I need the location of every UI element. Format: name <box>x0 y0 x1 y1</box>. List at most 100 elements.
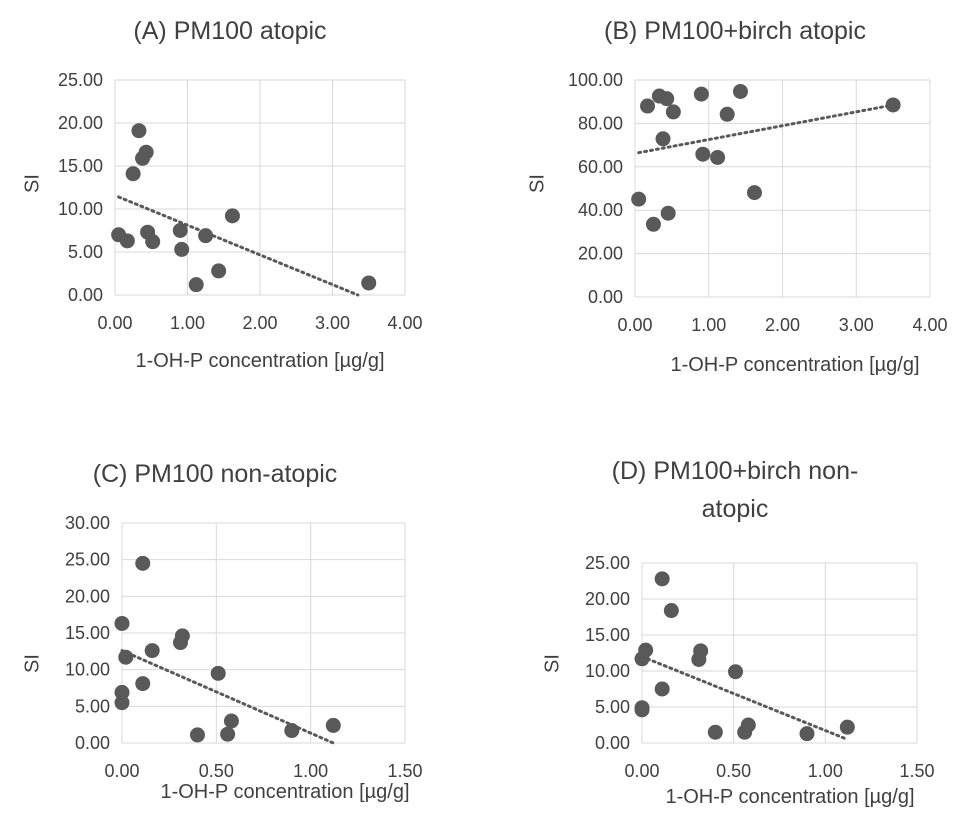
data-point <box>710 149 726 165</box>
y-tick-label: 30.00 <box>65 513 110 533</box>
y-tick-label: 15.00 <box>58 156 103 176</box>
chart-panel-b: (B) PM100+birch atopic SI 1-OH-P concent… <box>485 0 965 400</box>
data-point <box>211 263 227 279</box>
x-tick-label: 4.00 <box>912 315 947 335</box>
data-point <box>654 681 670 697</box>
data-point <box>284 723 300 739</box>
y-tick-label: 0.00 <box>68 285 103 305</box>
data-point <box>693 86 709 102</box>
data-point <box>631 191 647 207</box>
x-tick-label: 1.50 <box>899 761 934 781</box>
data-point <box>655 131 671 147</box>
x-tick-label: 2.00 <box>242 313 277 333</box>
y-tick-label: 100.00 <box>568 70 623 90</box>
x-tick-label: 1.50 <box>387 761 422 781</box>
data-point <box>118 649 134 665</box>
x-tick-label: 1.00 <box>808 761 843 781</box>
data-point <box>638 642 654 658</box>
y-tick-label: 20.00 <box>585 589 630 609</box>
x-tick-label: 2.00 <box>765 315 800 335</box>
data-point <box>135 555 151 571</box>
x-tick-label: 0.00 <box>97 313 132 333</box>
chart-title: (A) PM100 atopic <box>133 17 327 45</box>
data-point <box>174 628 190 644</box>
x-tick-label: 4.00 <box>387 313 422 333</box>
y-tick-label: 5.00 <box>595 697 630 717</box>
scatter-plot: 0.00 5.00 10.00 15.00 20.00 25.00 0.00 0.50 1.00… <box>585 553 935 781</box>
data-point <box>325 717 341 733</box>
y-tick-label: 20.00 <box>58 113 103 133</box>
data-point <box>885 97 901 113</box>
chart-panel-a: (A) PM100 atopic SI 1-OH-P concentration… <box>0 0 480 400</box>
y-tick-label: 25.00 <box>65 550 110 570</box>
y-tick-label: 10.00 <box>585 661 630 681</box>
data-point <box>660 205 676 221</box>
scatter-plot: 0.00 5.00 10.00 15.00 20.00 25.00 0.00 1.00 2.00… <box>58 70 423 333</box>
chart-panel-d: (D) PM100+birch non- atopic SI 1-OH-P co… <box>485 430 965 827</box>
data-point <box>188 277 204 293</box>
data-point <box>695 146 711 162</box>
x-tick-label: 1.00 <box>170 313 205 333</box>
y-tick-label: 15.00 <box>585 625 630 645</box>
trendline <box>117 195 360 297</box>
data-point <box>210 665 226 681</box>
chart-panel-c: (C) PM100 non-atopic SI 1-OH-P concentra… <box>0 430 480 827</box>
x-axis-label: 1-OH-P concentration [µg/g] <box>160 781 410 803</box>
y-tick-label: 20.00 <box>578 244 623 264</box>
data-point <box>659 91 675 107</box>
chart-title: (B) PM100+birch atopic <box>604 17 866 45</box>
scatter-plot: 0.00 5.00 10.00 15.00 20.00 25.00 30.00 0.00 0.5… <box>65 513 423 781</box>
data-point <box>114 684 130 700</box>
data-point <box>799 726 815 742</box>
trendline <box>640 655 849 741</box>
data-point <box>114 695 130 711</box>
data-point <box>138 144 154 160</box>
data-point <box>640 98 656 114</box>
data-point <box>144 643 160 659</box>
data-point <box>125 166 141 182</box>
y-tick-label: 60.00 <box>578 157 623 177</box>
chart-title: (C) PM100 non-atopic <box>92 460 338 488</box>
data-point <box>224 208 240 224</box>
data-point <box>198 228 214 244</box>
x-tick-label: 1.00 <box>293 761 328 781</box>
data-point <box>114 615 130 631</box>
y-tick-label: 10.00 <box>65 660 110 680</box>
data-point <box>189 727 205 743</box>
data-point <box>223 713 239 729</box>
data-point <box>135 676 151 692</box>
x-tick-label: 0.00 <box>617 315 652 335</box>
data-point <box>839 719 855 735</box>
y-tick-label: 40.00 <box>578 200 623 220</box>
y-tick-label: 10.00 <box>58 199 103 219</box>
x-tick-label: 0.50 <box>199 761 234 781</box>
data-point <box>145 234 161 250</box>
data-point <box>119 233 135 249</box>
data-point <box>728 664 743 680</box>
data-point <box>634 702 650 718</box>
data-point <box>693 643 709 659</box>
data-point <box>665 104 681 120</box>
data-point <box>131 123 147 139</box>
y-tick-label: 20.00 <box>65 586 110 606</box>
y-tick-label: 80.00 <box>578 113 623 133</box>
data-point <box>220 726 236 742</box>
y-tick-label: 0.00 <box>595 733 630 753</box>
data-point <box>740 717 756 733</box>
x-tick-label: 3.00 <box>315 313 350 333</box>
data-point <box>707 724 723 740</box>
data-point <box>746 185 762 201</box>
x-axis-label: 1-OH-P concentration [µg/g] <box>670 354 920 376</box>
data-point <box>361 275 377 291</box>
y-tick-label: 0.00 <box>75 733 110 753</box>
y-tick-label: 5.00 <box>68 242 103 262</box>
y-tick-label: 0.00 <box>588 287 623 307</box>
y-tick-label: 5.00 <box>75 696 110 716</box>
data-point <box>654 571 670 587</box>
y-tick-label: 25.00 <box>58 70 103 90</box>
x-tick-label: 0.50 <box>716 761 751 781</box>
scatter-plot: 0.00 20.00 40.00 60.00 80.00 100.00 0.00 1.00 2.… <box>568 70 948 335</box>
x-tick-label: 0.00 <box>104 761 139 781</box>
data-point <box>174 241 190 257</box>
x-tick-label: 0.00 <box>624 761 659 781</box>
